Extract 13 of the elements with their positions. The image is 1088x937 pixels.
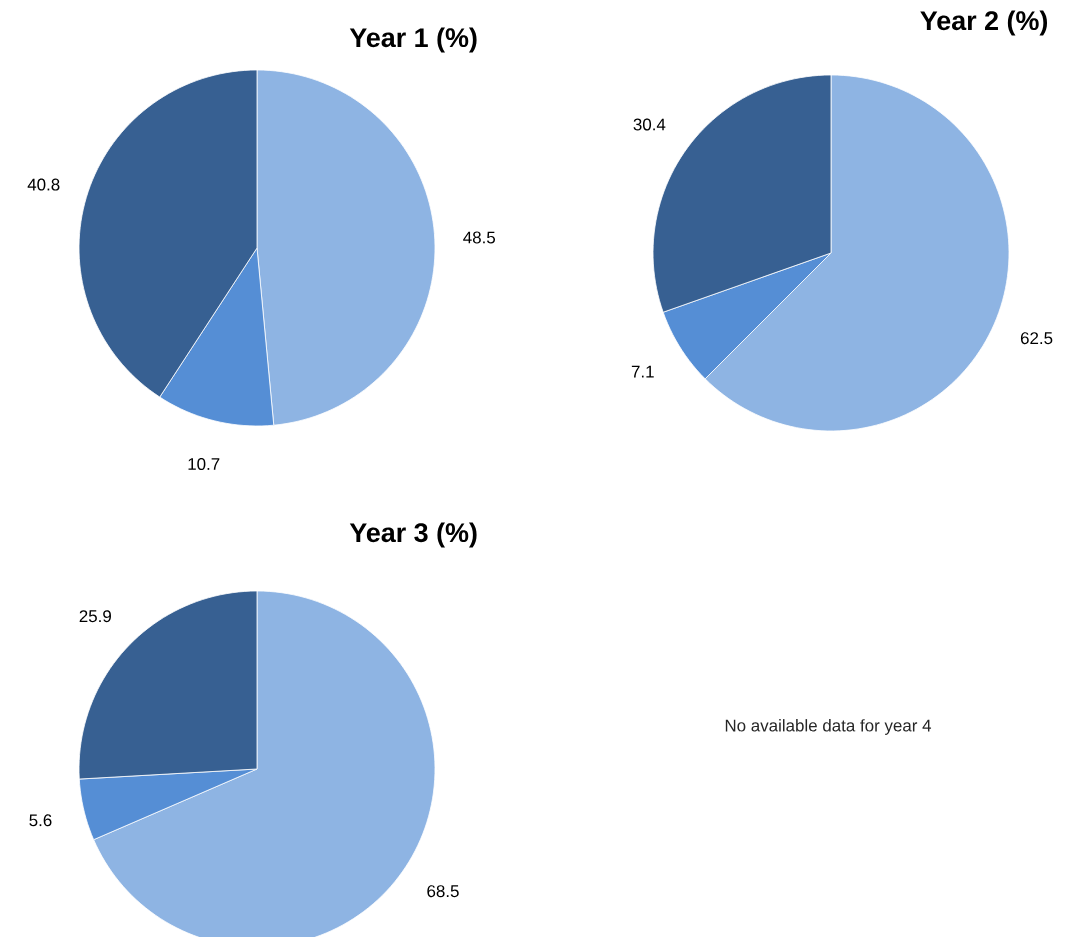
data-label: 68.5 bbox=[427, 885, 459, 898]
data-label: 5.6 bbox=[29, 814, 52, 827]
data-label: 62.5 bbox=[1020, 332, 1053, 345]
data-label: 30.4 bbox=[633, 118, 666, 131]
chart-title: Year 2 (%) bbox=[920, 10, 1048, 36]
chart-title: Year 1 (%) bbox=[349, 27, 477, 53]
chart-title: Year 3 (%) bbox=[349, 522, 477, 548]
data-label: 25.9 bbox=[79, 610, 111, 623]
text: No available data for year 4 bbox=[725, 719, 932, 735]
data-label: 10.7 bbox=[188, 458, 220, 471]
data-label: 7.1 bbox=[631, 365, 654, 378]
data-label: 40.8 bbox=[27, 178, 60, 191]
data-label: 48.5 bbox=[463, 231, 496, 244]
